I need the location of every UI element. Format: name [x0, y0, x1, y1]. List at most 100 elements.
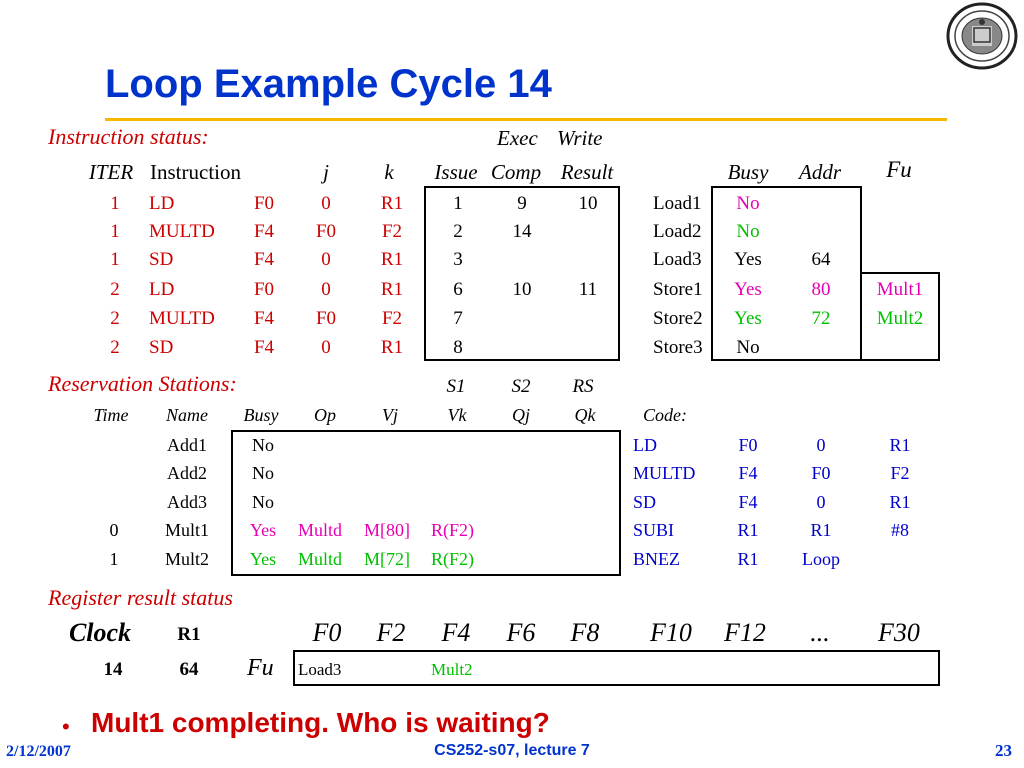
register-name: F6	[506, 618, 536, 647]
name-header: Name	[166, 405, 208, 425]
comp-cell: 9	[517, 193, 527, 214]
buffer-busy: Yes	[734, 308, 762, 329]
buffer-fu: Mult1	[876, 279, 924, 300]
dest-cell: F0	[253, 193, 275, 214]
register-result-heading: Register result status	[48, 585, 233, 610]
instruction-header: Instruction	[150, 160, 241, 184]
buffer-name: Load2	[653, 221, 702, 242]
issue-cell: 3	[453, 249, 463, 270]
buffer-addr: 64	[811, 249, 831, 270]
reservation-stations-heading: Reservation Stations:	[48, 371, 237, 396]
fu-row-label: Fu	[247, 655, 274, 681]
register-fu-f4: Mult2	[431, 660, 473, 679]
buffer-name: Store1	[653, 279, 703, 300]
result-cell: 10	[578, 193, 598, 214]
s2-label: S2	[511, 376, 531, 397]
r1-label: R1	[177, 624, 201, 645]
addr-header: Addr	[799, 160, 841, 184]
buffer-busy: Yes	[734, 249, 762, 270]
j-cell: 0	[321, 249, 331, 270]
rs-time: 0	[109, 520, 119, 540]
busy-header: Busy	[727, 160, 769, 184]
register-name: F8	[570, 618, 600, 647]
code-op: SD	[633, 492, 657, 512]
rs-op: Multd	[298, 520, 343, 540]
j-cell: F0	[315, 308, 337, 329]
issue-cell: 2	[453, 221, 463, 242]
code-op: SUBI	[633, 520, 675, 540]
rs-op: Multd	[298, 549, 343, 569]
code-arg-a: R1	[737, 549, 759, 569]
iter-cell: 2	[110, 337, 120, 358]
j-cell: 0	[321, 279, 331, 300]
exec-label: Exec	[497, 126, 538, 150]
op-cell: LD	[149, 279, 175, 300]
code-arg-b: 0	[816, 435, 826, 455]
comp-cell: 10	[512, 279, 532, 300]
k-cell: R1	[380, 337, 404, 358]
code-arg-c: #8	[891, 520, 909, 540]
footer-page-number: 23	[995, 741, 1012, 760]
code-arg-a: R1	[737, 520, 759, 540]
rs-time: 1	[109, 549, 119, 569]
k-cell: F2	[381, 308, 403, 329]
op-cell: SD	[149, 337, 174, 358]
write-label: Write	[557, 126, 603, 150]
rs-busy: Yes	[249, 520, 277, 540]
rs-vj: M[80]	[364, 520, 410, 540]
issue-cell: 1	[453, 193, 463, 214]
register-name: F4	[441, 618, 471, 647]
rs-busy: No	[252, 463, 274, 483]
code-arg-a: F0	[738, 435, 758, 455]
comp-cell: 14	[512, 221, 532, 242]
issue-cell: 6	[453, 279, 463, 300]
bullet-text: Mult1 completing. Who is waiting?	[91, 707, 550, 738]
rs-busy-header: Busy	[243, 405, 279, 425]
k-cell: R1	[380, 279, 404, 300]
k-cell: R1	[380, 193, 404, 214]
title-rule	[105, 118, 947, 121]
k-cell: F2	[381, 221, 403, 242]
clock-value: 14	[103, 659, 123, 680]
register-fu-f0: Load3	[298, 660, 342, 679]
rs-name: Add3	[167, 492, 207, 512]
op-header: Op	[314, 405, 336, 425]
j-header: j	[323, 160, 329, 184]
qk-header: Qk	[574, 405, 596, 425]
instruction-status-heading: Instruction status:	[48, 124, 209, 149]
iter-cell: 1	[110, 193, 120, 214]
buffer-name: Load1	[653, 193, 702, 214]
clock-label: Clock	[68, 618, 132, 647]
time-header: Time	[93, 405, 129, 425]
k-header: k	[384, 160, 394, 184]
r1-value: 64	[179, 659, 199, 680]
buffer-name: Store2	[653, 308, 703, 329]
iter-header: ITER	[88, 160, 134, 184]
rs-vj: M[72]	[364, 549, 410, 569]
code-arg-c: F2	[890, 463, 910, 483]
buffer-busy: No	[736, 193, 760, 214]
dest-cell: F4	[253, 337, 275, 358]
buffer-name: Load3	[653, 249, 702, 270]
code-op: MULTD	[633, 463, 696, 483]
op-cell: MULTD	[149, 221, 215, 242]
rs-vk: R(F2)	[431, 520, 475, 540]
code-arg-a: F4	[738, 463, 758, 483]
code-header: Code:	[643, 405, 687, 425]
s1-label: S1	[446, 376, 466, 397]
rs-vk: R(F2)	[431, 549, 475, 569]
load-buffer-box	[711, 186, 862, 361]
rs-name: Mult2	[164, 549, 210, 569]
instruction-timing-box	[424, 186, 620, 361]
rs-busy: Yes	[249, 549, 277, 569]
register-name: ...	[810, 618, 830, 647]
j-cell: 0	[321, 193, 331, 214]
buffer-addr: 72	[811, 308, 831, 329]
code-arg-b: R1	[810, 520, 832, 540]
op-cell: SD	[149, 249, 174, 270]
register-name: F12	[724, 618, 766, 647]
comp-header: Comp	[490, 160, 542, 184]
store-fu-box	[860, 272, 940, 361]
dest-cell: F4	[253, 249, 275, 270]
iter-cell: 2	[110, 308, 120, 329]
